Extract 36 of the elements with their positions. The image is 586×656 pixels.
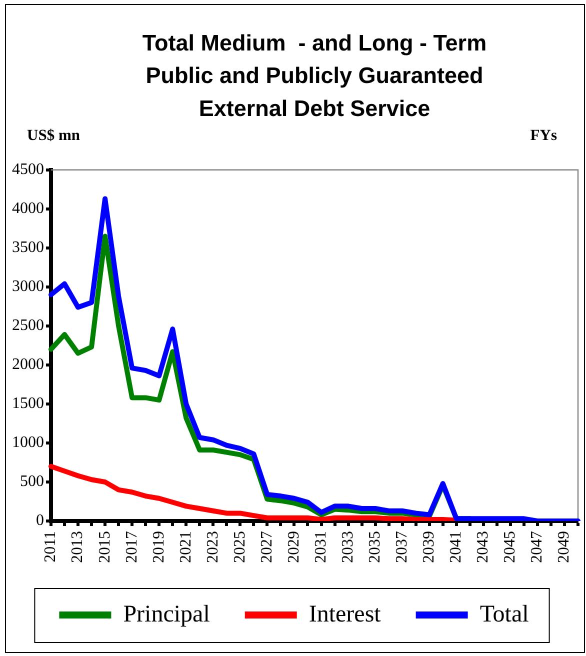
chart-title: Total Medium - and Long - Term Public and Publicly Guaranteed External Debt Service — [142, 30, 487, 121]
x-tick-label: 2011 — [42, 531, 60, 562]
x-axis-title: FYs — [530, 126, 557, 144]
y-tick-label: 500 — [20, 473, 44, 490]
x-tick-label: 2035 — [366, 531, 384, 563]
y-tick-label: 0 — [36, 512, 44, 530]
y-tick-label: 1500 — [12, 395, 44, 412]
x-tick-label: 2047 — [528, 531, 546, 563]
x-tick-label: 2025 — [231, 531, 248, 563]
x-tick-label: 2021 — [177, 531, 194, 563]
legend-label: Principal — [123, 601, 210, 628]
x-tick-label: 2037 — [394, 531, 411, 563]
x-tick-label: 2013 — [69, 531, 86, 563]
x-tick-label: 2023 — [204, 531, 222, 563]
legend-label: Interest — [308, 601, 382, 628]
y-tick-label: 2000 — [12, 356, 44, 374]
x-tick-label: 2029 — [285, 531, 302, 563]
x-tick-label: 2031 — [312, 531, 330, 563]
y-tick-label: 1000 — [12, 434, 44, 452]
x-tick-label: 2027 — [258, 531, 276, 563]
x-tick-label: 2015 — [96, 531, 114, 563]
x-tick-label: 2033 — [339, 531, 356, 563]
y-axis-title: US$ mn — [27, 126, 80, 144]
x-tick-label: 2041 — [448, 531, 465, 563]
y-tick-label: 4500 — [12, 161, 44, 178]
y-tick-label: 3500 — [12, 239, 44, 256]
x-tick-label: 2017 — [123, 531, 140, 563]
x-tick-label: 2045 — [502, 531, 519, 563]
x-tick-label: 2039 — [420, 531, 438, 563]
y-tick-label: 3000 — [12, 278, 44, 296]
legend-label: Total — [480, 601, 530, 628]
x-tick-label: 2043 — [474, 531, 492, 563]
y-tick-label: 2500 — [12, 317, 44, 334]
x-tick-label: 2019 — [150, 531, 168, 563]
x-tick-label: 2049 — [556, 531, 573, 563]
y-tick-label: 4000 — [12, 200, 44, 218]
